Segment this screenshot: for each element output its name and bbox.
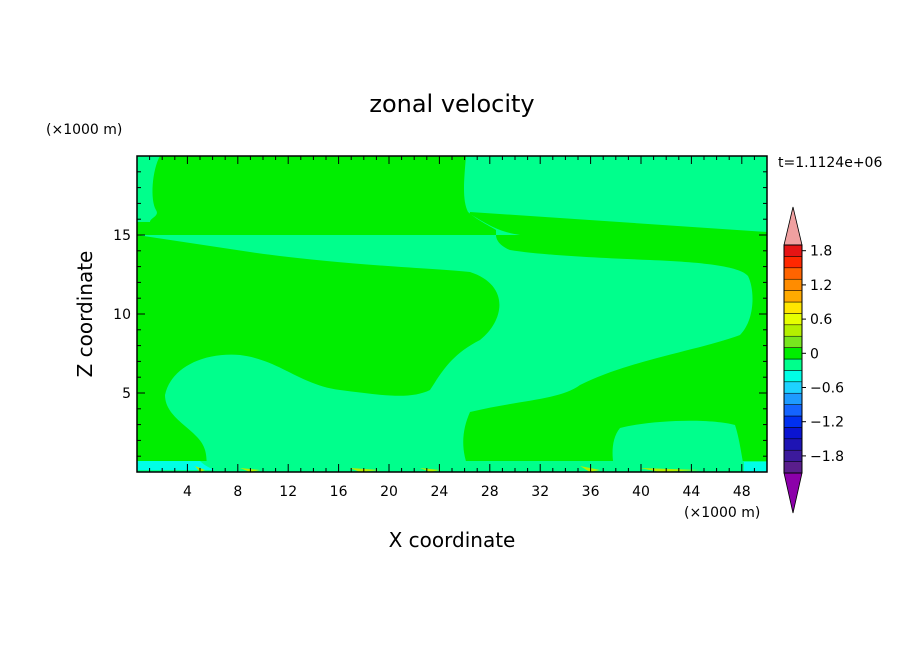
colorbar-swatch	[783, 313, 803, 326]
colorbar-swatch	[783, 324, 803, 337]
contour-negative-upper-left-edge	[137, 156, 160, 222]
colorbar-swatch	[783, 358, 803, 371]
contour-near-surface-right	[744, 462, 767, 472]
colorbar-tick-label: 0.6	[810, 312, 832, 328]
contour-positive-left-bulk	[137, 235, 500, 472]
colorbar-over-triangle	[783, 206, 803, 246]
colorbar-swatch	[783, 290, 803, 303]
colorbar-swatch	[783, 392, 803, 405]
colorbar-swatch	[783, 335, 803, 348]
x-tick-label: 20	[380, 484, 398, 500]
x-tick-label: 4	[183, 484, 192, 500]
colorbar-swatch	[783, 449, 803, 462]
y-tick-label: 15	[113, 228, 131, 244]
x-axis: 4 8 12 16 20 24 28 32 36 40 44 48	[149, 156, 755, 500]
chart-title: zonal velocity	[369, 90, 534, 118]
colorbar: 1.8 1.2 0.6 0 −0.6 −1.2 −1.8	[783, 206, 844, 514]
y-axis-label: Z coordinate	[73, 251, 97, 378]
x-tick-label: 32	[531, 484, 549, 500]
colorbar-swatch	[783, 415, 803, 428]
x-tick-label: 24	[430, 484, 448, 500]
colorbar-swatch	[783, 347, 803, 360]
y-tick-label: 5	[122, 386, 131, 402]
x-tick-label: 40	[632, 484, 650, 500]
colorbar-swatch	[783, 301, 803, 314]
colorbar-swatch	[783, 244, 803, 257]
colorbar-swatch	[783, 461, 803, 474]
x-tick-label: 16	[330, 484, 348, 500]
colorbar-under-triangle	[783, 472, 803, 514]
x-tick-label: 28	[481, 484, 499, 500]
x-tick-label: 8	[233, 484, 242, 500]
colorbar-swatch	[783, 404, 803, 417]
plot-area	[136, 155, 768, 473]
x-tick-label: 44	[682, 484, 700, 500]
y-unit-label: (×1000 m)	[46, 122, 122, 138]
x-tick-label: 36	[582, 484, 600, 500]
y-axis: 5 10 15	[113, 171, 767, 457]
contour-positive-upper-left	[137, 156, 496, 235]
x-axis-label: X coordinate	[389, 528, 516, 552]
contour-near-surface-left	[137, 461, 215, 470]
colorbar-tick-label: −1.2	[810, 415, 844, 431]
colorbar-tick-label: 0	[810, 346, 819, 362]
contour-positive-right-bulk	[463, 235, 767, 472]
colorbar-tick-label: 1.2	[810, 278, 832, 294]
colorbar-swatch	[783, 278, 803, 291]
colorbar-swatch	[783, 267, 803, 280]
colorbar-tick-label: −1.8	[810, 449, 844, 465]
y-tick-label: 10	[113, 307, 131, 323]
contour-positive-band	[470, 212, 767, 235]
contour-field	[137, 156, 767, 472]
contour-near-surface-strip	[137, 461, 767, 472]
colorbar-swatch	[783, 381, 803, 394]
colorbar-tick-label: 1.8	[810, 244, 832, 260]
colorbar-swatch	[783, 370, 803, 383]
colorbar-swatch	[783, 256, 803, 269]
colorbar-frame	[783, 244, 803, 474]
colorbar-tick-label: −0.6	[810, 381, 844, 397]
x-tick-label: 12	[279, 484, 297, 500]
colorbar-swatch	[783, 438, 803, 451]
x-unit-label: (×1000 m)	[684, 505, 760, 521]
x-tick-label: 48	[733, 484, 751, 500]
colorbar-swatch	[783, 427, 803, 440]
time-label: t=1.1124e+06	[778, 155, 882, 171]
